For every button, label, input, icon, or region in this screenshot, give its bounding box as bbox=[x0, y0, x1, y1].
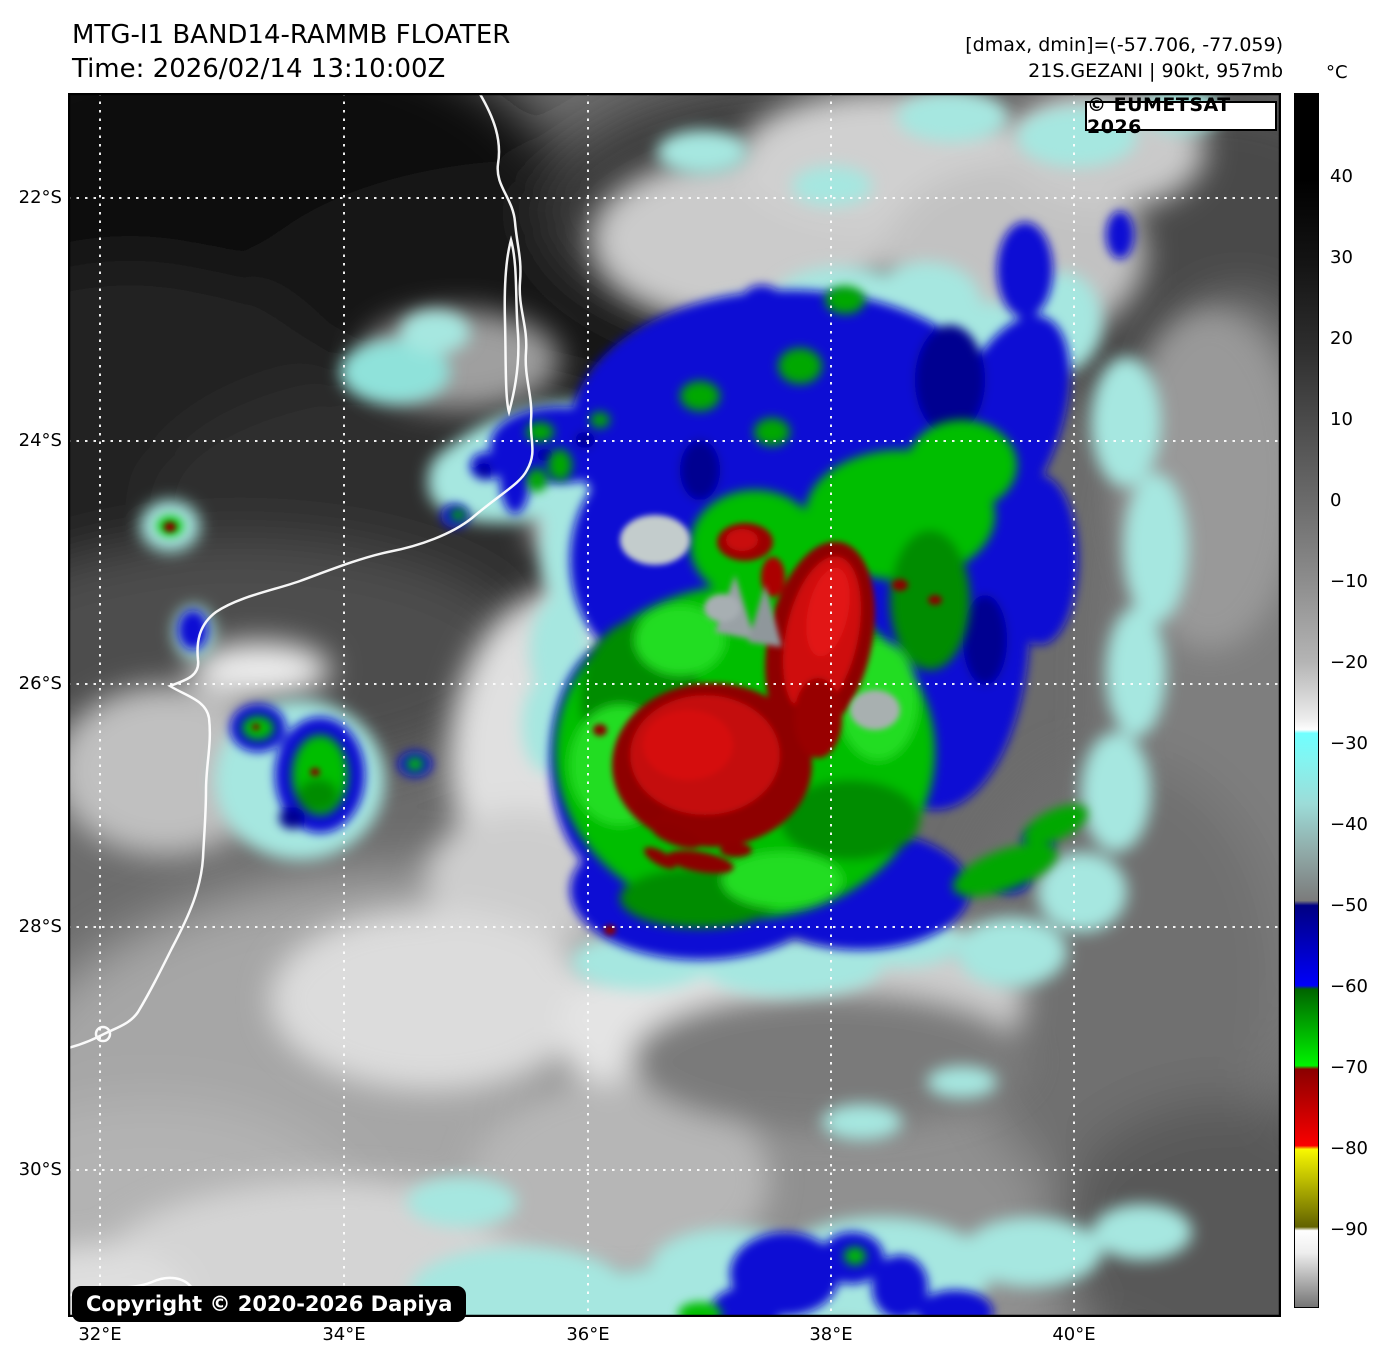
colorbar-tick-label: −50 bbox=[1330, 895, 1368, 916]
satellite-map-image bbox=[68, 93, 1281, 1317]
colorbar-tick-label: 0 bbox=[1330, 490, 1342, 511]
colorbar-tick-label: −40 bbox=[1330, 814, 1368, 835]
colorbar-tick-label: 40 bbox=[1330, 166, 1353, 187]
colorbar-tick-label: −70 bbox=[1330, 1057, 1368, 1078]
colorbar-tick-label: −30 bbox=[1330, 733, 1368, 754]
eumetsat-attribution-badge: © EUMETSAT 2026 bbox=[1085, 94, 1277, 138]
lat-tick-label: 22°S bbox=[18, 187, 62, 208]
page-title: MTG-I1 BAND14-RAMMB FLOATER bbox=[72, 20, 511, 50]
dry-slot-layer bbox=[620, 515, 900, 730]
map-frame bbox=[68, 93, 1281, 1317]
colorbar-tick-label: 30 bbox=[1330, 247, 1353, 268]
storm-info-readout: 21S.GEZANI | 90kt, 957mb bbox=[1028, 60, 1283, 82]
ir-imagery-canvas bbox=[68, 93, 1281, 1317]
temperature-colorbar bbox=[1294, 93, 1319, 1308]
header-right-block: [dmax, dmin]=(-57.706, -77.059) 21S.GEZA… bbox=[965, 32, 1283, 84]
graticule-gridlines bbox=[68, 93, 1281, 1317]
colorbar-tick-label: −60 bbox=[1330, 976, 1368, 997]
lat-tick-label: 26°S bbox=[18, 673, 62, 694]
colorbar-tick-label: 10 bbox=[1330, 409, 1353, 430]
colorbar-tick-label: −20 bbox=[1330, 652, 1368, 673]
lon-tick-label: 32°E bbox=[78, 1324, 122, 1345]
lat-tick-label: 24°S bbox=[18, 430, 62, 451]
colorbar-unit-label: °C bbox=[1326, 62, 1348, 83]
colorbar-tick-label: −10 bbox=[1330, 571, 1368, 592]
lon-tick-label: 38°E bbox=[809, 1324, 853, 1345]
colorbar-tick-label: −80 bbox=[1330, 1138, 1368, 1159]
storm-red-core-layer bbox=[164, 522, 942, 935]
colorbar-tick-label: 20 bbox=[1330, 328, 1353, 349]
lon-tick-label: 36°E bbox=[566, 1324, 610, 1345]
lon-tick-label: 40°E bbox=[1052, 1324, 1096, 1345]
lat-tick-label: 30°S bbox=[18, 1159, 62, 1180]
copyright-badge: Copyright © 2020-2026 Dapiya bbox=[72, 1286, 467, 1322]
dmax-dmin-readout: [dmax, dmin]=(-57.706, -77.059) bbox=[965, 34, 1283, 56]
lon-tick-label: 34°E bbox=[322, 1324, 366, 1345]
colorbar-tick-label: −90 bbox=[1330, 1219, 1368, 1240]
lat-tick-label: 28°S bbox=[18, 916, 62, 937]
timestamp-line: Time: 2026/02/14 13:10:00Z bbox=[72, 54, 446, 84]
